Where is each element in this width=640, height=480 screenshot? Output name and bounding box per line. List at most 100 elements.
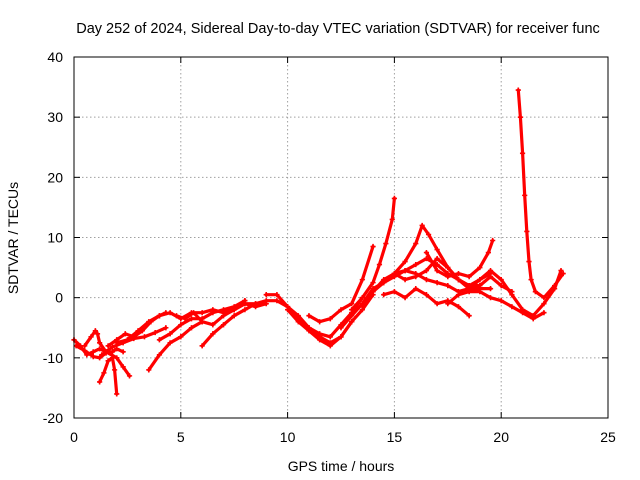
data-point bbox=[419, 222, 425, 229]
data-point bbox=[167, 340, 173, 346]
data-point bbox=[381, 292, 387, 298]
data-point bbox=[242, 301, 248, 307]
data-point bbox=[402, 267, 408, 274]
data-point bbox=[338, 307, 344, 313]
x-tick-label: 15 bbox=[387, 429, 403, 445]
x-tick-label: 10 bbox=[280, 429, 296, 445]
data-point bbox=[526, 258, 532, 265]
data-point bbox=[509, 289, 515, 295]
data-point bbox=[99, 352, 105, 358]
series-line bbox=[147, 320, 204, 372]
y-tick-labels: -20 -10 0 10 20 30 40 bbox=[43, 49, 63, 426]
data-point bbox=[477, 277, 483, 283]
data-point bbox=[445, 301, 451, 307]
data-point bbox=[522, 192, 528, 198]
data-point bbox=[477, 289, 483, 295]
data-point bbox=[220, 310, 227, 316]
data-point bbox=[515, 87, 521, 93]
series-line bbox=[200, 302, 258, 348]
data-point bbox=[120, 349, 126, 355]
data-point bbox=[327, 343, 333, 349]
data-point bbox=[338, 334, 344, 340]
data-point bbox=[167, 331, 173, 337]
y-tick-label: -20 bbox=[43, 410, 63, 426]
data-point bbox=[477, 264, 483, 271]
data-point bbox=[558, 267, 564, 274]
data-point bbox=[242, 307, 248, 313]
data-point bbox=[126, 373, 133, 379]
data-point bbox=[455, 277, 462, 283]
data-point bbox=[188, 325, 195, 331]
data-point bbox=[423, 277, 430, 283]
data-point bbox=[124, 337, 130, 343]
data-point bbox=[413, 286, 419, 292]
data-point bbox=[532, 289, 538, 295]
data-point bbox=[349, 313, 355, 319]
data-point bbox=[156, 352, 163, 358]
data-point bbox=[199, 310, 205, 316]
data-point bbox=[490, 237, 496, 244]
data-point bbox=[327, 334, 333, 340]
data-point bbox=[90, 354, 96, 360]
y-axis-label: SDTVAR / TECUs bbox=[5, 182, 21, 294]
data-point bbox=[423, 249, 430, 256]
data-point bbox=[199, 343, 205, 349]
data-point bbox=[359, 277, 365, 283]
data-point bbox=[349, 319, 355, 325]
data-point bbox=[231, 307, 237, 313]
data-point bbox=[135, 328, 141, 334]
axis-ticks bbox=[73, 56, 609, 419]
data-point bbox=[541, 310, 547, 316]
data-point bbox=[178, 322, 184, 328]
y-tick-label: 30 bbox=[47, 109, 63, 125]
data-point bbox=[487, 274, 494, 280]
series-track-21 bbox=[391, 222, 494, 292]
data-point bbox=[413, 261, 419, 268]
data-point bbox=[455, 271, 462, 277]
data-point bbox=[105, 343, 111, 349]
data-point bbox=[109, 344, 116, 350]
data-point bbox=[413, 240, 419, 247]
data-point bbox=[199, 319, 205, 325]
data-point bbox=[317, 319, 323, 325]
data-point bbox=[528, 277, 534, 283]
data-point bbox=[82, 348, 88, 354]
series-line bbox=[104, 350, 132, 378]
data-point bbox=[274, 298, 280, 304]
data-point bbox=[274, 292, 280, 298]
data-point bbox=[109, 349, 116, 355]
data-point bbox=[220, 322, 227, 328]
series-line bbox=[83, 329, 108, 354]
data-point bbox=[541, 295, 547, 301]
data-point bbox=[191, 310, 197, 316]
data-point bbox=[423, 267, 430, 274]
series-track-18 bbox=[349, 195, 397, 313]
data-point bbox=[370, 243, 376, 250]
data-point bbox=[94, 331, 101, 337]
data-point bbox=[530, 316, 536, 322]
series-track-16 bbox=[306, 243, 376, 325]
data-point bbox=[306, 313, 312, 319]
data-point bbox=[156, 313, 163, 319]
data-point bbox=[306, 328, 312, 334]
data-point bbox=[498, 277, 504, 283]
series-track-22 bbox=[381, 286, 472, 319]
data-point bbox=[383, 240, 389, 247]
data-point bbox=[114, 355, 120, 361]
series-track-25 bbox=[515, 87, 566, 301]
data-point bbox=[188, 316, 195, 322]
data-point bbox=[182, 316, 188, 322]
data-point bbox=[391, 195, 397, 201]
y-tick-label: 40 bbox=[47, 49, 63, 65]
data-point bbox=[263, 292, 269, 298]
data-point bbox=[114, 391, 120, 397]
data-point bbox=[552, 283, 558, 289]
data-point bbox=[402, 295, 408, 301]
data-point bbox=[466, 289, 472, 295]
data-point bbox=[434, 301, 440, 307]
data-point bbox=[524, 228, 530, 235]
series-line bbox=[264, 293, 364, 339]
data-point bbox=[349, 307, 355, 313]
data-point bbox=[517, 114, 524, 120]
series-track-09 bbox=[146, 319, 205, 373]
